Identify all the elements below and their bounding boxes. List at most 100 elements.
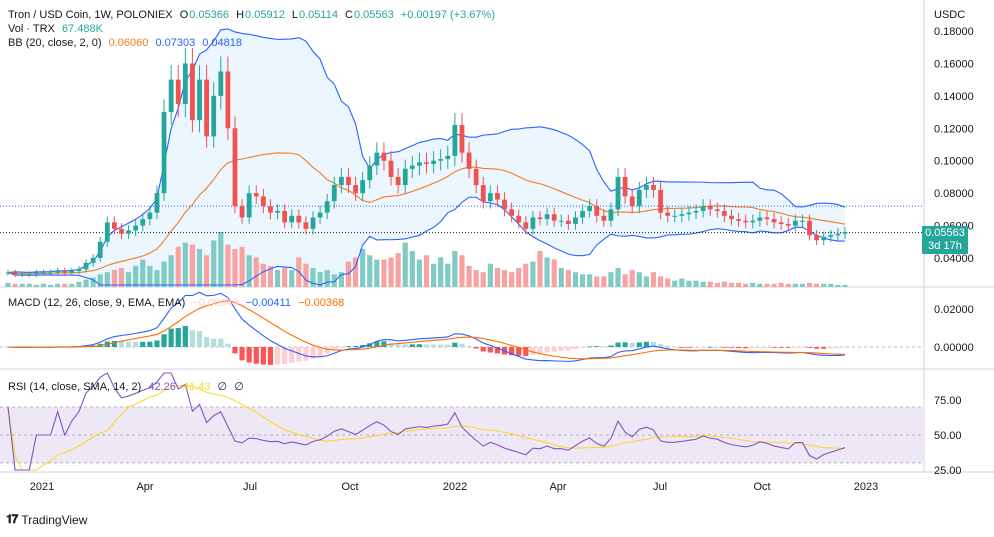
macd-histogram-bar	[579, 347, 586, 348]
candle-body	[232, 128, 238, 207]
volume-bar	[835, 284, 841, 287]
volume-bar	[182, 242, 188, 287]
volume-bar	[572, 272, 579, 287]
candle-body	[495, 193, 500, 200]
volume-bar	[509, 272, 515, 287]
macd-histogram-bar	[140, 341, 146, 347]
volume-bar	[743, 283, 749, 287]
candle-body	[360, 180, 366, 194]
candle-body	[147, 212, 153, 220]
volume-bar	[501, 270, 508, 287]
macd-histogram-bar	[338, 347, 344, 348]
tradingview-watermark[interactable]: 𝟏𝟕 TradingView	[6, 512, 87, 527]
volume-bar	[246, 255, 252, 287]
candle-body	[275, 210, 280, 213]
volume-bar	[12, 283, 18, 287]
macd-histogram-bar	[679, 347, 685, 348]
candle-body	[736, 219, 742, 221]
candle-body	[395, 176, 401, 186]
candle-body	[388, 160, 394, 177]
macd-histogram-bar	[125, 341, 132, 347]
macd-histogram-bar	[806, 347, 813, 348]
volume-bar	[480, 272, 486, 287]
macd-histogram-bar	[757, 347, 763, 348]
candle-body	[26, 274, 32, 276]
candle-body	[239, 206, 245, 218]
volume-bar	[700, 281, 706, 287]
candle-body	[828, 235, 834, 237]
candle-body	[218, 71, 224, 96]
macd-histogram-bar	[253, 347, 259, 364]
bb-label: BB (20, close, 2, 0)	[8, 37, 102, 49]
volume-bar	[516, 267, 522, 287]
price-tick-label: 0.12000	[934, 123, 974, 135]
candle-body	[537, 217, 543, 220]
close-label: C	[345, 9, 353, 21]
volume-bar	[445, 263, 451, 287]
volume-bar	[551, 259, 557, 287]
volume-bar	[672, 280, 678, 287]
candle-body	[807, 220, 812, 236]
macd-histogram-bar	[594, 346, 600, 347]
volume-bar	[125, 272, 132, 287]
volume-bar	[83, 279, 89, 287]
volume-bar	[225, 244, 231, 287]
volume-bar	[62, 283, 68, 287]
candle-body	[558, 220, 564, 222]
macd-histogram-bar	[764, 347, 770, 348]
macd-histogram-bar	[487, 347, 493, 353]
candle-body	[48, 272, 53, 274]
price-tick-label: 0.04000	[934, 253, 974, 265]
macd-histogram-bar	[828, 347, 834, 349]
macd-histogram-bar	[480, 347, 486, 352]
candle-body	[76, 269, 82, 271]
rsi-extra-1: ∅	[217, 381, 228, 393]
macd-signal-line	[7, 300, 846, 360]
volume-bar	[260, 263, 266, 287]
volume-bar	[650, 272, 657, 287]
main-legend: Tron / USD Coin, 1W, POLONIEX O0.05366 H…	[8, 8, 499, 50]
volume-bar	[69, 283, 75, 287]
bb-lower-line	[7, 196, 846, 286]
candle-body	[693, 210, 699, 213]
candle-body	[480, 185, 486, 202]
candle-body	[104, 222, 110, 242]
macd-histogram-bar	[572, 347, 579, 350]
close-value: 0.05563	[353, 9, 394, 21]
tradingview-logo-icon: 𝟏𝟕	[6, 512, 18, 526]
macd-histogram-bar	[551, 347, 557, 352]
candle-body	[672, 215, 678, 217]
price-tick-label: 0.08000	[934, 188, 974, 200]
symbol-title: Tron / USD Coin, 1W, POLONIEX	[8, 9, 173, 21]
volume-bar	[218, 232, 224, 287]
candle-body	[565, 220, 571, 224]
volume-bar	[707, 281, 713, 287]
volume-bar	[409, 251, 415, 287]
volume-bar	[253, 257, 259, 287]
volume-bar	[657, 276, 664, 287]
volume-bar	[523, 263, 529, 287]
volume-bar	[565, 270, 571, 287]
macd-histogram-bar	[728, 347, 735, 348]
macd-histogram-bar	[842, 347, 848, 348]
macd-histogram-bar	[608, 345, 614, 347]
macd-histogram-bar	[494, 347, 501, 354]
candle-body	[686, 212, 692, 215]
macd-histogram-bar	[452, 342, 458, 347]
macd-histogram-bar	[267, 347, 274, 365]
rsi-sma-value: 41.43	[182, 381, 211, 393]
macd-histogram-bar	[771, 347, 777, 348]
volume-bar	[558, 267, 564, 287]
volume-bar	[494, 267, 501, 287]
volume-bar	[821, 283, 827, 287]
macd-histogram-bar	[686, 347, 692, 348]
candle-body	[700, 206, 706, 211]
macd-histogram-bar	[310, 347, 316, 359]
time-tick-label: Apr	[549, 481, 566, 493]
volume-bar	[154, 270, 160, 287]
time-tick-label: Oct	[341, 481, 358, 493]
volume-bar	[686, 280, 692, 287]
macd-histogram-bar	[196, 331, 203, 347]
volume-bar	[757, 283, 763, 287]
